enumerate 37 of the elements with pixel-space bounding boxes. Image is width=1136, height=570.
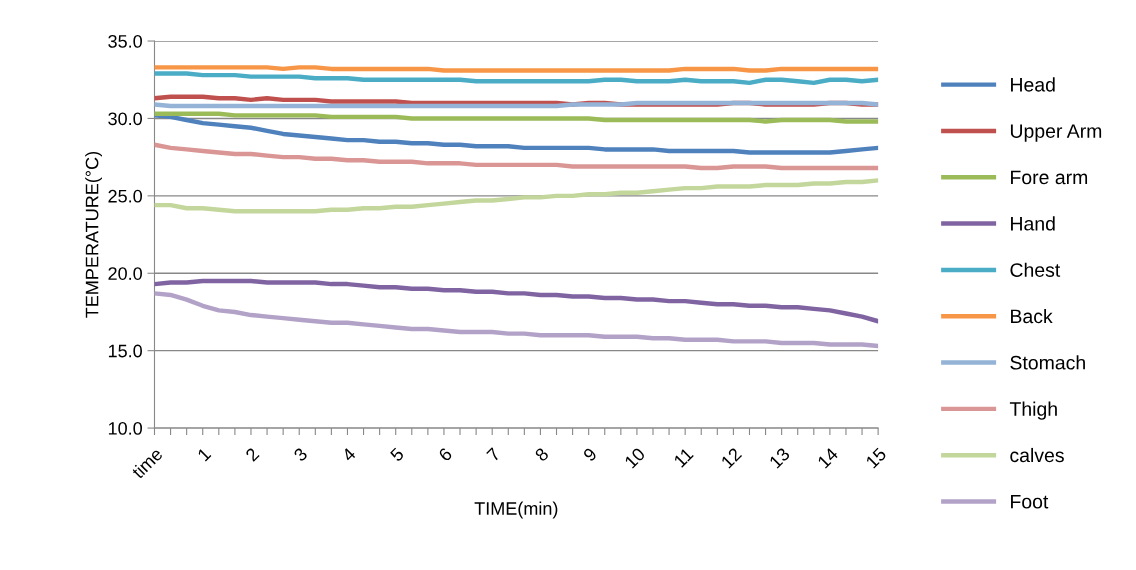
x-tick-label: 14 bbox=[817, 446, 839, 469]
x-tick-label: 1 bbox=[197, 447, 212, 462]
y-tick-label: 30.0 bbox=[108, 112, 142, 126]
legend-label: Upper Arm bbox=[1010, 124, 1102, 142]
x-tick-label: 13 bbox=[768, 447, 791, 469]
x-tick-label: 4 bbox=[341, 446, 357, 463]
legend-label: Chest bbox=[1010, 262, 1061, 277]
x-tick-label: 3 bbox=[292, 447, 309, 463]
legend-label: Head bbox=[1011, 77, 1055, 92]
y-tick-label: 15.0 bbox=[108, 344, 142, 358]
x-tick-label: 2 bbox=[244, 447, 260, 462]
y-axis-title: TEMPERATURE(°C) bbox=[85, 151, 102, 318]
y-tick-label: 25.0 bbox=[108, 189, 142, 203]
x-tick-label: 6 bbox=[437, 447, 453, 462]
x-tick-label: 10 bbox=[624, 446, 646, 469]
legend-label: Hand bbox=[1011, 216, 1055, 231]
y-tick-label: 10.0 bbox=[108, 422, 142, 435]
line-series bbox=[154, 71, 879, 86]
x-tick-label: 8 bbox=[534, 447, 550, 463]
legend-label: Fore arm bbox=[1011, 170, 1088, 185]
line-series bbox=[154, 142, 879, 171]
x-tick-label: 5 bbox=[389, 447, 405, 463]
legend-label: Back bbox=[1011, 308, 1053, 324]
legend-label: Foot bbox=[1011, 494, 1049, 509]
y-tick-label: 35.0 bbox=[108, 34, 142, 48]
line-series bbox=[154, 278, 879, 324]
legend-label: Thigh bbox=[1009, 401, 1057, 420]
x-tick-label: 11 bbox=[673, 447, 694, 468]
legend-label: calves bbox=[1010, 447, 1064, 463]
x-tick-label: 15 bbox=[865, 447, 887, 469]
x-tick-label: 12 bbox=[720, 447, 743, 469]
x-tick-label: time bbox=[130, 446, 164, 480]
y-tick-label: 20.0 bbox=[108, 267, 142, 280]
x-tick-label: 7 bbox=[486, 447, 501, 462]
x-axis-title: TIME(min) bbox=[474, 501, 558, 519]
legend-label: Stomach bbox=[1010, 355, 1085, 370]
x-tick-label: 9 bbox=[582, 447, 598, 462]
